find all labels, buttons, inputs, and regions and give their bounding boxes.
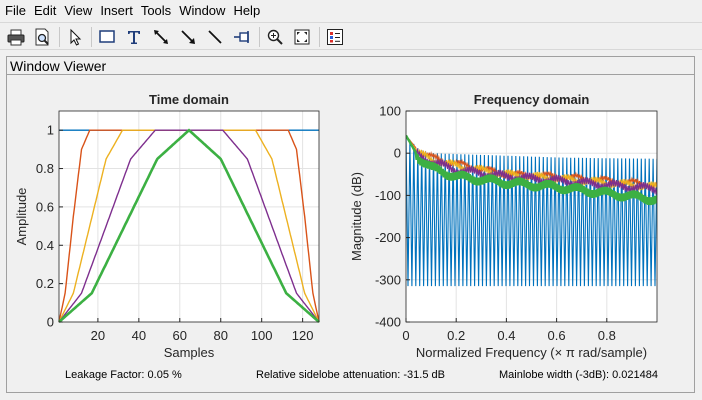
x-tick-label: 0.2: [447, 328, 465, 343]
menu-window[interactable]: Window: [179, 3, 226, 18]
fit-view-icon[interactable]: [291, 26, 313, 48]
plot-area: [59, 111, 319, 322]
toolbar-separator: [319, 27, 320, 47]
freq-series-line-5: [406, 134, 657, 206]
mainlobe-width-text: Mainlobe width (-3dB): 0.021484: [499, 369, 658, 381]
toolbar-separator: [59, 27, 60, 47]
y-tick-label: 1: [47, 123, 54, 138]
y-axis-label: Amplitude: [14, 188, 29, 246]
text-icon[interactable]: [123, 26, 145, 48]
x-tick-label: 120: [292, 328, 314, 343]
rectangle-icon[interactable]: [96, 26, 118, 48]
x-tick-label: 60: [173, 328, 187, 343]
x-tick-label: 100: [251, 328, 273, 343]
pointer-icon[interactable]: [64, 26, 86, 48]
pin-icon[interactable]: [231, 26, 253, 48]
y-tick-label: 0.6: [36, 199, 54, 214]
sidelobe-attenuation-text: Relative sidelobe attenuation: -31.5 dB: [256, 369, 445, 381]
frequency-domain-chart[interactable]: 0 0.2 0.4 0.6 0.8 100 0 -100 -200 -300 -400 Frequen…: [345, 80, 695, 380]
freq-lines-group: [406, 134, 657, 287]
y-tick-label: -400: [375, 315, 401, 330]
legend-icon[interactable]: [324, 26, 346, 48]
chart-title: Time domain: [149, 92, 229, 107]
y-tick-label: 0.4: [36, 238, 54, 253]
print-preview-icon[interactable]: [31, 26, 53, 48]
y-tick-label: -100: [375, 188, 401, 203]
y-tick-label: -300: [375, 272, 401, 287]
menu-bar: File Edit View Insert Tools Window Help: [0, 0, 702, 21]
y-axis-label: Magnitude (dB): [349, 172, 364, 261]
toolbar-separator: [259, 27, 260, 47]
x-tick-label: 40: [132, 328, 146, 343]
freq-series-line-4: [406, 135, 657, 195]
x-axis-label: Samples: [164, 345, 215, 360]
plot-frame: [58, 110, 320, 323]
y-tick-label: 0: [47, 315, 54, 330]
menu-tools[interactable]: Tools: [140, 3, 172, 18]
freq-series-line-1: [406, 135, 657, 287]
panel-divider: [7, 74, 694, 75]
y-tick-label: 0.2: [36, 276, 54, 291]
menu-view[interactable]: View: [64, 3, 93, 18]
toolbar: [0, 22, 702, 50]
menu-help[interactable]: Help: [233, 3, 261, 18]
time-series-line-5: [58, 128, 320, 323]
menu-edit[interactable]: Edit: [33, 3, 57, 18]
x-tick-label: 0: [402, 328, 409, 343]
x-tick-label: 0.6: [548, 328, 566, 343]
zoom-in-icon[interactable]: [264, 26, 286, 48]
panel-title: Window Viewer: [10, 58, 107, 74]
double-arrow-icon[interactable]: [150, 26, 172, 48]
x-axis-label: Normalized Frequency (× π rad/sample): [416, 345, 647, 360]
y-tick-label: 100: [379, 104, 401, 119]
menu-file[interactable]: File: [5, 3, 26, 18]
line-icon[interactable]: [204, 26, 226, 48]
chart-title: Frequency domain: [474, 92, 590, 107]
printer-icon[interactable]: [5, 26, 27, 48]
y-tick-label: 0.8: [36, 161, 54, 176]
y-tick-label: 0: [394, 146, 401, 161]
leakage-factor-text: Leakage Factor: 0.05 %: [65, 369, 182, 381]
plot-area: [406, 111, 657, 322]
time-domain-chart[interactable]: 20 40 60 80 100 120 0 0.2 0.4 0.6 0.8 1 Time domain S…: [0, 80, 330, 380]
x-tick-label: 0.4: [497, 328, 515, 343]
toolbar-separator: [91, 27, 92, 47]
arrow-icon[interactable]: [177, 26, 199, 48]
y-tick-label: -200: [375, 230, 401, 245]
x-tick-label: 20: [91, 328, 105, 343]
x-tick-label: 80: [213, 328, 227, 343]
menu-insert[interactable]: Insert: [100, 3, 133, 18]
plot-frame: [405, 110, 658, 323]
x-tick-label: 0.8: [598, 328, 616, 343]
